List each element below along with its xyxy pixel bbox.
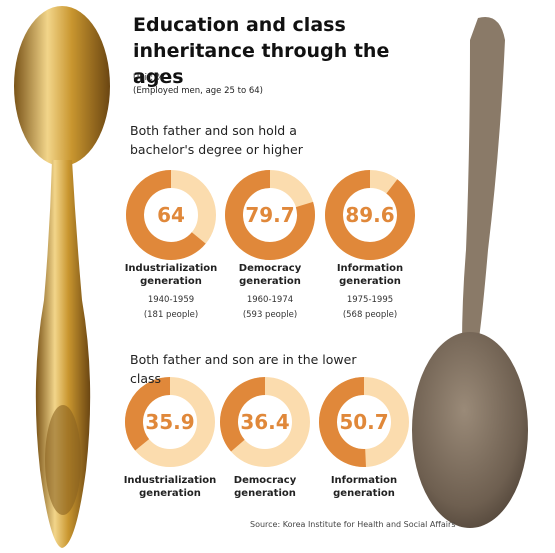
generation-label: Democracy generation xyxy=(233,475,297,499)
generation-label: Industrialization generation xyxy=(123,475,217,499)
sand-spoon xyxy=(412,16,528,528)
title: Education and class inheritance through … xyxy=(133,14,390,88)
unit: Unit: % xyxy=(133,73,164,83)
gold-spoon xyxy=(14,6,110,548)
donut-value: 50.7 xyxy=(339,410,388,434)
donut-segment xyxy=(225,170,315,260)
generation-label: Information generation xyxy=(330,475,398,499)
section-subtitle: Both father and son hold a bachelor's de… xyxy=(130,123,303,157)
sample-size: (593 people) xyxy=(242,310,298,320)
year-range: 1960-1974 xyxy=(246,295,294,305)
sample-size: (181 people) xyxy=(143,310,199,320)
donut-value: 79.7 xyxy=(245,203,294,227)
donut-segment xyxy=(125,377,171,451)
generation-label: Information generation xyxy=(336,263,404,287)
donut-segment xyxy=(126,170,206,260)
sample-size: (568 people) xyxy=(342,310,398,320)
year-range: 1975-1995 xyxy=(346,295,394,305)
donut-value: 64 xyxy=(157,203,185,227)
donut-segment xyxy=(319,377,366,467)
section-subtitle: Both father and son are in the lower cla… xyxy=(130,352,357,386)
donut-segment xyxy=(220,377,266,452)
source: Source: Korea Institute for Health and S… xyxy=(250,520,456,529)
donut-value: 36.4 xyxy=(240,410,289,434)
donut-segment xyxy=(325,170,415,260)
generation-label: Democracy generation xyxy=(238,263,302,287)
donut-value: 35.9 xyxy=(145,410,194,434)
note: (Employed men, age 25 to 64) xyxy=(133,86,264,96)
donut-value: 89.6 xyxy=(345,203,394,227)
generation-label: Industrialization generation xyxy=(124,263,218,287)
year-range: 1940-1959 xyxy=(147,295,195,305)
